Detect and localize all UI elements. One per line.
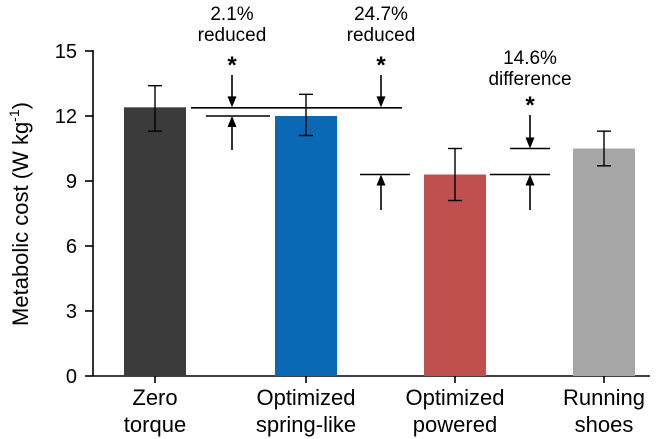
bar-2 bbox=[275, 116, 337, 376]
annotation-1-star: * bbox=[227, 52, 237, 79]
annotation-3-line2: difference bbox=[488, 69, 571, 90]
y-tick-label-1: 3 bbox=[66, 301, 77, 323]
annotation-3-arrow-down-head bbox=[525, 137, 535, 149]
category-label-1-line1: Zero bbox=[132, 385, 177, 410]
category-label-4-line1: Running bbox=[563, 385, 645, 410]
category-label-4-line2: shoes bbox=[575, 412, 634, 437]
y-axis-label-superscript: -1 bbox=[6, 109, 22, 122]
bar-3 bbox=[424, 174, 486, 376]
annotation-2-arrow-up-head bbox=[376, 174, 386, 186]
annotation-1-arrow-down-head bbox=[227, 96, 237, 108]
y-axis-label-main: Metabolic cost (W kg bbox=[8, 122, 33, 326]
annotation-3-line1: 14.6% bbox=[503, 48, 557, 69]
annotation-2-star: * bbox=[376, 52, 386, 79]
annotation-2-arrow-down-head bbox=[376, 96, 386, 108]
annotation-2-line2: reduced bbox=[347, 25, 416, 46]
bar-4 bbox=[573, 148, 635, 376]
annotation-3-star: * bbox=[525, 92, 535, 119]
y-tick-label-2: 6 bbox=[66, 236, 77, 258]
y-axis-label: Metabolic cost (W kg-1) bbox=[6, 102, 33, 326]
annotations: 2.1%reduced*24.7%reduced* 14.6%difference… bbox=[191, 4, 572, 210]
category-label-1-line2: torque bbox=[124, 412, 186, 437]
annotation-1-line2: reduced bbox=[198, 25, 267, 46]
annotation-1-arrow-up-head bbox=[227, 116, 237, 127]
y-tick-label-3: 9 bbox=[66, 171, 77, 193]
y-axis-label-close: ) bbox=[8, 102, 33, 109]
y-tick-label-4: 12 bbox=[55, 106, 77, 128]
bar-1 bbox=[124, 107, 186, 376]
category-label-2-line1: Optimized bbox=[256, 385, 355, 410]
category-labels: ZerotorqueOptimizedspring-likeOptimizedp… bbox=[124, 385, 645, 437]
error-bars bbox=[148, 84, 611, 202]
annotation-2-line1: 24.7% bbox=[354, 4, 408, 25]
annotation-1-line1: 2.1% bbox=[210, 4, 253, 25]
y-tick-label-5: 15 bbox=[55, 41, 77, 63]
category-label-2-line2: spring-like bbox=[256, 412, 356, 437]
y-tick-label-0: 0 bbox=[66, 366, 77, 388]
bars bbox=[124, 107, 635, 376]
category-label-3-line1: Optimized bbox=[405, 385, 504, 410]
category-label-3-line2: powered bbox=[413, 412, 497, 437]
annotation-3-arrow-up-head bbox=[525, 174, 535, 186]
